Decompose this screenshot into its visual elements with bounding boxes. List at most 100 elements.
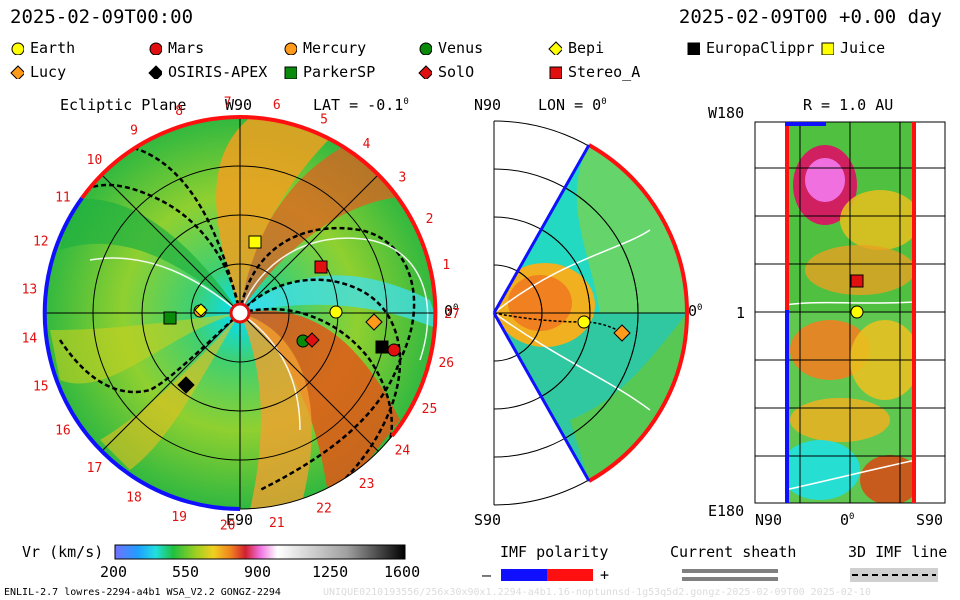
imf-line-label: 3D IMF line bbox=[848, 543, 948, 561]
carrington-label-19: 19 bbox=[171, 510, 187, 525]
carrington-label-12: 12 bbox=[33, 235, 49, 250]
colorbar-tick-1600: 1600 bbox=[384, 563, 421, 581]
meridional-right-label: 00 bbox=[688, 302, 703, 320]
diamond-icon bbox=[418, 65, 432, 79]
legend-item-mercury: Mercury bbox=[283, 39, 366, 57]
juice-marker bbox=[248, 235, 262, 249]
circle-icon bbox=[11, 42, 24, 55]
square-icon bbox=[687, 42, 700, 55]
legend-item-earth: Earth bbox=[10, 39, 75, 57]
carrington-label-6: 6 bbox=[273, 98, 281, 113]
stereo-a-marker bbox=[314, 260, 328, 274]
radial-map-plot bbox=[754, 121, 946, 504]
imf-polarity-positive-swatch bbox=[547, 569, 593, 581]
lon-label: LON = 00 bbox=[538, 96, 607, 114]
legend-item-venus: Venus bbox=[418, 39, 483, 57]
carrington-label-3: 3 bbox=[398, 171, 406, 186]
carrington-label-11: 11 bbox=[55, 191, 71, 206]
legend-label: Mars bbox=[168, 39, 205, 57]
square-icon bbox=[821, 42, 834, 55]
legend-item-mars: Mars bbox=[148, 39, 204, 57]
carrington-label-14: 14 bbox=[22, 332, 38, 347]
legend-label: EuropaClippr bbox=[706, 39, 815, 57]
lucy-marker bbox=[365, 313, 383, 331]
ecliptic-bottom-label: E90 bbox=[226, 511, 254, 529]
legend-label: Juice bbox=[840, 39, 886, 57]
ecliptic-top-label: W90 bbox=[225, 96, 253, 114]
carrington-label-5: 5 bbox=[320, 112, 328, 127]
mars-marker bbox=[387, 343, 401, 357]
radial-top-left-label: W180 bbox=[708, 104, 745, 122]
diamond-icon bbox=[10, 65, 24, 79]
imf-polarity-plus: + bbox=[600, 566, 610, 584]
carrington-label-25: 25 bbox=[422, 402, 438, 417]
colorbar-tick-900: 900 bbox=[244, 563, 272, 581]
colorbar-tick-550: 550 bbox=[172, 563, 200, 581]
carrington-label-24: 24 bbox=[395, 443, 411, 458]
radial-bottom-label-n90: N90 bbox=[755, 511, 783, 529]
colorbar-tick-1250: 1250 bbox=[312, 563, 349, 581]
current-sheath-label: Current sheath bbox=[670, 543, 797, 561]
carrington-label-13: 13 bbox=[22, 282, 38, 297]
square-icon bbox=[549, 66, 562, 79]
legend-label: SolO bbox=[438, 63, 475, 81]
circle-icon bbox=[284, 42, 297, 55]
meridional-top-left-label: N90 bbox=[474, 96, 502, 114]
carrington-label-17: 17 bbox=[87, 461, 103, 476]
radial-title: R = 1.0 AU bbox=[803, 96, 894, 114]
carrington-label-15: 15 bbox=[33, 380, 49, 395]
ecliptic-title: Ecliptic Plane bbox=[60, 96, 187, 114]
radial-bottom-left-label: E180 bbox=[708, 502, 745, 520]
current-sheath-swatch bbox=[682, 569, 778, 581]
datetime-right: 2025-02-09T00 +0.00 day bbox=[678, 6, 942, 28]
legend-item-juice: Juice bbox=[820, 39, 885, 57]
square-icon bbox=[284, 66, 297, 79]
parkersp-marker bbox=[163, 311, 177, 325]
carrington-label-4: 4 bbox=[363, 137, 371, 152]
ecliptic-right-label: 00 bbox=[444, 302, 459, 320]
carrington-label-23: 23 bbox=[359, 477, 375, 492]
carrington-label-22: 22 bbox=[316, 502, 332, 517]
imf-polarity-minus: – bbox=[482, 566, 492, 584]
legend-label: Bepi bbox=[568, 39, 605, 57]
legend-item-solo: SolO bbox=[418, 63, 474, 81]
carrington-label-7: 7 bbox=[224, 95, 232, 110]
diamond-icon bbox=[548, 41, 562, 55]
bepi-marker bbox=[194, 303, 208, 317]
legend-item-bepi: Bepi bbox=[548, 39, 604, 57]
carrington-label-10: 10 bbox=[87, 153, 103, 168]
legend-item-stereo-a: Stereo_A bbox=[548, 63, 640, 81]
meridional-bottom-left-label: S90 bbox=[474, 511, 502, 529]
legend-label: Mercury bbox=[303, 39, 367, 57]
carrington-label-26: 26 bbox=[438, 356, 454, 371]
legend-label: ParkerSP bbox=[303, 63, 376, 81]
legend-item-europaclippr: EuropaClippr bbox=[686, 39, 814, 57]
lat-label: LAT = -0.10 bbox=[313, 96, 409, 114]
carrington-label-16: 16 bbox=[55, 424, 71, 439]
colorbar-label: Vr (km/s) bbox=[22, 543, 104, 561]
legend-label: Stereo_A bbox=[568, 63, 641, 81]
legend-label: OSIRIS-APEX bbox=[168, 63, 268, 81]
meridional-plot bbox=[492, 120, 689, 506]
carrington-label-21: 21 bbox=[269, 516, 285, 531]
carrington-label-8: 8 bbox=[175, 104, 183, 119]
imf-polarity-label: IMF polarity bbox=[500, 543, 609, 561]
sun-icon bbox=[229, 302, 251, 324]
radial-bottom-label-s90: S90 bbox=[916, 511, 944, 529]
carrington-label-18: 18 bbox=[126, 491, 142, 506]
carrington-label-27: 27 bbox=[444, 307, 460, 322]
osiris-apex-marker bbox=[177, 376, 195, 394]
footer-left: ENLIL-2.7 lowres-2294-a4b1 WSA_V2.2 GONG… bbox=[4, 587, 281, 598]
footer-right: UNIQUE0210193556/256x30x90x1.2294-a4b1.1… bbox=[323, 587, 871, 598]
legend-label: Venus bbox=[438, 39, 484, 57]
europaclipper-marker bbox=[375, 340, 389, 354]
circle-icon bbox=[149, 42, 162, 55]
radial-bottom-label-0: 00 bbox=[840, 511, 855, 529]
legend-label: Lucy bbox=[30, 63, 67, 81]
legend-item-parkersp: ParkerSP bbox=[283, 63, 375, 81]
colorbar-tick-200: 200 bbox=[100, 563, 128, 581]
imf-polarity-negative-swatch bbox=[501, 569, 547, 581]
legend-label: Earth bbox=[30, 39, 76, 57]
